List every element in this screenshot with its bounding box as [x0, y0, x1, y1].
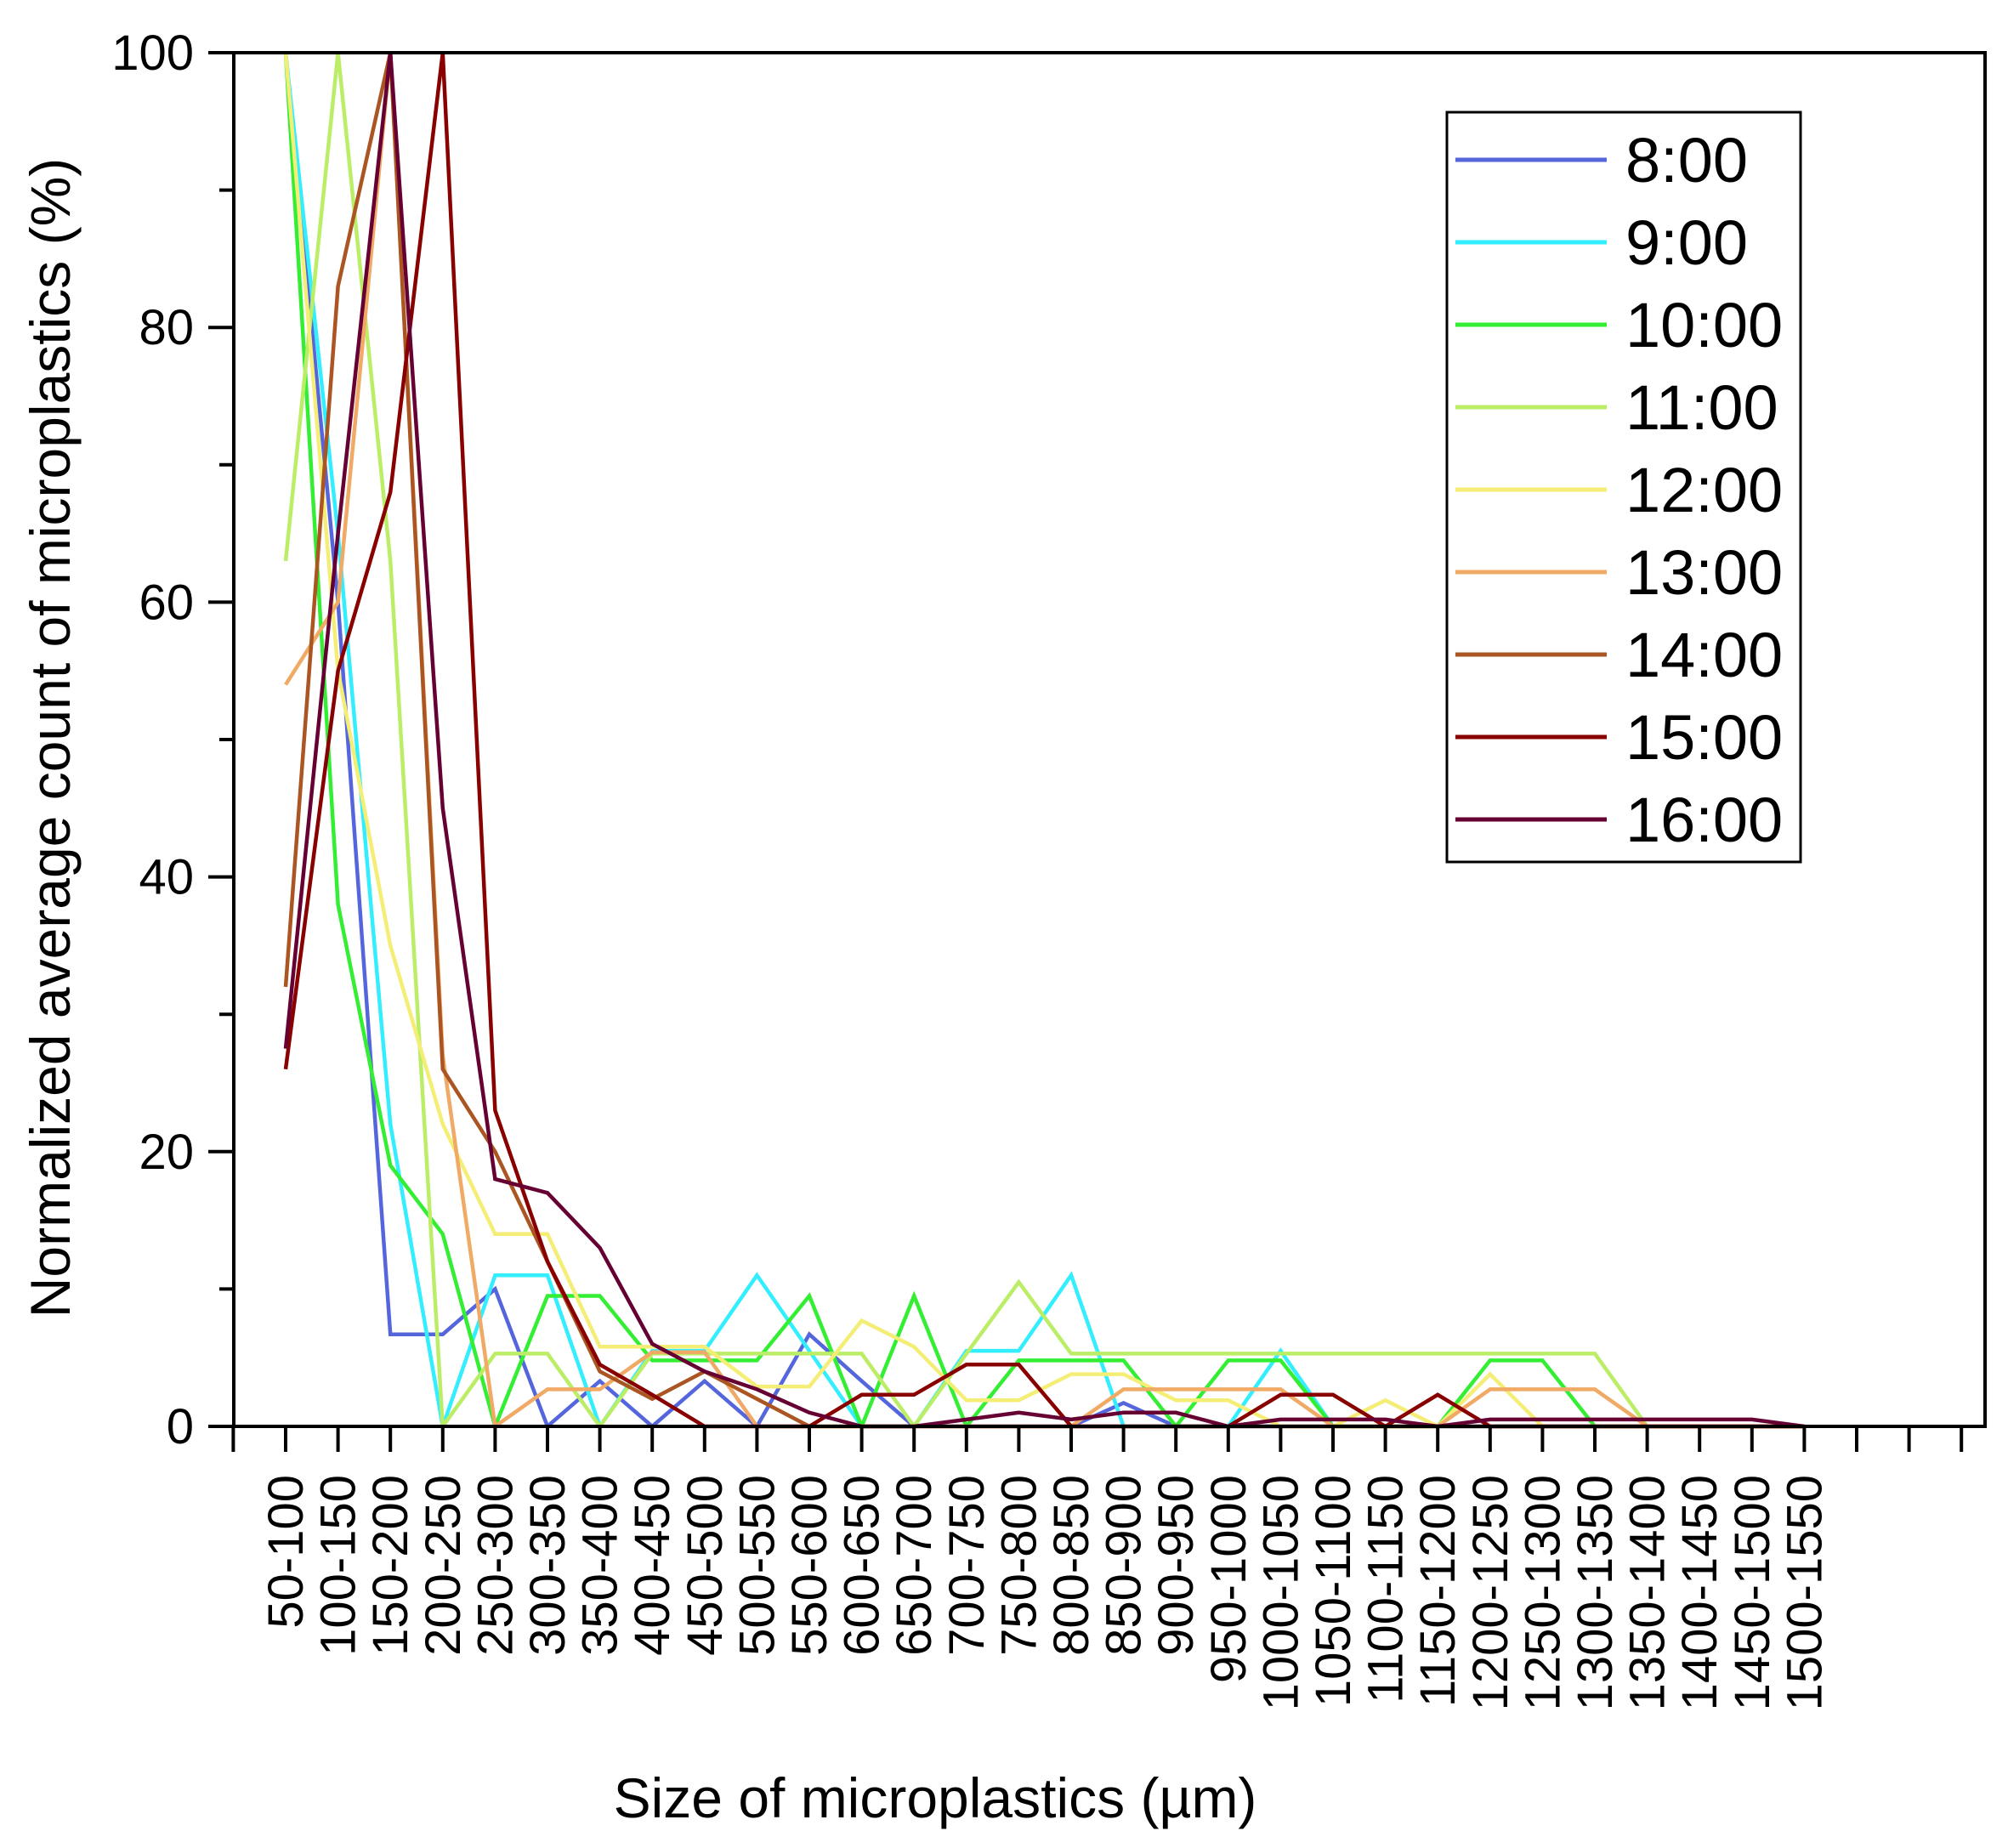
x-tick-label: 1200-1250 [1463, 1475, 1518, 1710]
series-line-11-00 [283, 52, 1805, 1432]
x-tick-label: 1250-1300 [1515, 1475, 1570, 1710]
x-tick-label: 1050-1100 [1306, 1475, 1361, 1707]
legend-label: 11:00 [1625, 372, 1778, 443]
x-tick-label: 850-900 [1097, 1475, 1152, 1656]
y-tick-labels: 0 20 40 60 80 100 [111, 26, 194, 1454]
x-tick-label: 550-600 [782, 1475, 837, 1656]
x-tick-label: 1000-1050 [1253, 1475, 1308, 1710]
x-tick-label: 300-350 [520, 1475, 576, 1656]
legend-label: 13:00 [1625, 537, 1783, 608]
x-tick-label: 900-950 [1149, 1475, 1204, 1656]
x-tick-label: 1450-1500 [1725, 1475, 1780, 1710]
x-tick-label: 400-450 [625, 1475, 680, 1656]
x-tick-label: 1350-1400 [1620, 1475, 1676, 1710]
y-tick-label: 60 [139, 575, 194, 630]
y-tick-label: 100 [111, 26, 194, 81]
x-tick-label: 100-150 [311, 1475, 366, 1656]
x-tick-label: 600-650 [835, 1475, 890, 1656]
x-tick-label: 50-100 [258, 1475, 314, 1629]
legend-label: 12:00 [1625, 455, 1783, 525]
series-line-16-00 [283, 52, 1805, 1429]
y-axis-title: Normalized average count of microplastic… [19, 158, 82, 1318]
legend-label: 16:00 [1625, 785, 1783, 855]
x-ticks [231, 1426, 1964, 1452]
x-tick-label: 1100-1150 [1359, 1475, 1414, 1703]
series-line-10-00 [283, 52, 1805, 1433]
x-tick-label: 150-200 [363, 1475, 418, 1656]
legend: 8:00 9:00 10:00 11:00 12:00 13:00 14:00 15:00 16… [1445, 111, 1802, 864]
x-tick-label: 1400-1450 [1672, 1475, 1727, 1710]
y-ticks [208, 51, 234, 1428]
x-tick-labels: 50-100100-150150-200200-250250-300300-35… [258, 1475, 1832, 1710]
x-tick-label: 950-1000 [1201, 1475, 1256, 1683]
y-tick-label: 40 [139, 850, 194, 905]
x-tick-label: 250-300 [468, 1475, 523, 1656]
x-tick-label: 450-500 [678, 1475, 733, 1656]
x-tick-label: 1500-1550 [1777, 1475, 1832, 1710]
x-tick-label: 1150-1200 [1410, 1475, 1466, 1707]
x-axis-title: Size of microplastics (µm) [614, 1766, 1257, 1829]
y-tick-label: 80 [139, 300, 194, 355]
x-tick-label: 350-400 [573, 1475, 628, 1656]
x-tick-label: 650-700 [887, 1475, 942, 1656]
legend-label: 14:00 [1625, 620, 1783, 690]
legend-label: 15:00 [1625, 702, 1783, 773]
x-tick-label: 800-850 [1044, 1475, 1099, 1656]
x-tick-label: 1300-1350 [1568, 1475, 1623, 1710]
legend-label: 8:00 [1625, 125, 1748, 196]
legend-label: 9:00 [1625, 207, 1748, 278]
y-tick-label: 0 [167, 1399, 194, 1454]
x-tick-label: 200-250 [416, 1475, 471, 1656]
y-tick-label: 20 [139, 1125, 194, 1180]
x-tick-label: 750-800 [991, 1475, 1047, 1656]
legend-label: 10:00 [1625, 290, 1783, 360]
x-tick-label: 500-550 [729, 1475, 785, 1656]
x-tick-label: 700-750 [939, 1475, 995, 1656]
